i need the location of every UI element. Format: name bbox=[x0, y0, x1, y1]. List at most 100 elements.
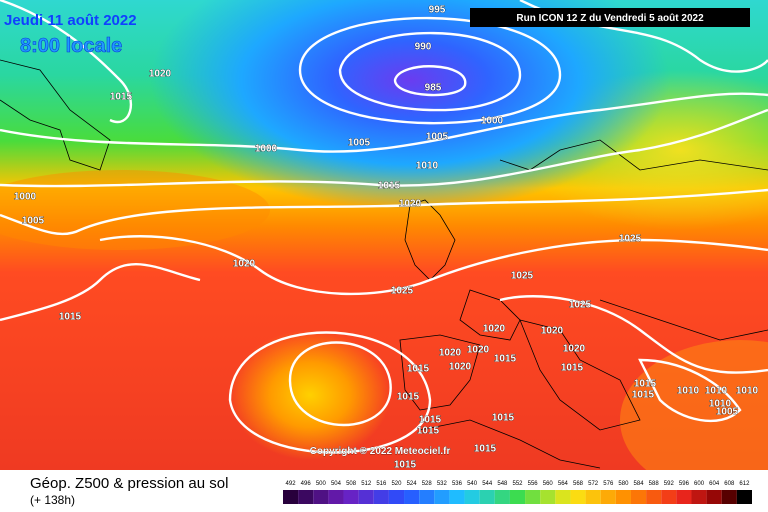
scale-swatch bbox=[525, 490, 541, 504]
scale-swatch bbox=[600, 490, 616, 504]
footer-title: Géop. Z500 & pression au sol bbox=[30, 475, 228, 492]
scale-label: 556 bbox=[528, 481, 539, 487]
isobar-label: 1020 bbox=[233, 259, 256, 270]
scale-swatch bbox=[646, 490, 662, 504]
scale-swatch bbox=[464, 490, 480, 504]
date: Jeudi 11 août 2022 bbox=[4, 12, 137, 29]
scale-swatch bbox=[691, 490, 707, 504]
scale-label: 608 bbox=[724, 481, 735, 487]
scale-label: 604 bbox=[709, 481, 720, 487]
isobar-label: 1025 bbox=[511, 271, 534, 282]
scale-swatch bbox=[676, 490, 692, 504]
isobar-label: 1015 bbox=[632, 390, 655, 401]
isobar-label: 985 bbox=[425, 83, 442, 94]
scale-swatch bbox=[388, 490, 405, 504]
isobar-label: 1025 bbox=[569, 300, 592, 311]
isobar-label: 1015 bbox=[417, 426, 440, 437]
isobar-label: 1015 bbox=[378, 181, 401, 192]
isobars bbox=[0, 0, 768, 453]
scale-swatch bbox=[358, 490, 374, 504]
scale-swatch bbox=[419, 490, 435, 504]
isobar-label: 1015 bbox=[561, 363, 584, 374]
scale-label: 544 bbox=[482, 481, 493, 487]
scale-label: 596 bbox=[679, 481, 690, 487]
isobar-label: 1015 bbox=[494, 354, 517, 365]
isobar-label: 1000 bbox=[255, 144, 278, 155]
isobar-label: 1020 bbox=[449, 362, 472, 373]
isobar-label: 1015 bbox=[492, 413, 515, 424]
header: Jeudi 11 août 2022 8:00 locale Run ICON … bbox=[4, 8, 750, 57]
map-field bbox=[0, 0, 768, 500]
scale-label: 496 bbox=[301, 481, 312, 487]
isobar-label: 1005 bbox=[426, 132, 449, 143]
scale-swatch bbox=[434, 490, 450, 504]
isobar-label: 1015 bbox=[419, 415, 442, 426]
scale-label: 564 bbox=[558, 481, 569, 487]
scale-swatch bbox=[736, 490, 752, 504]
scale-swatch bbox=[540, 490, 556, 504]
copyright: Copyright © 2022 Meteociel.fr bbox=[310, 446, 451, 457]
isobar-label: 990 bbox=[415, 42, 432, 53]
isobar-label: 1015 bbox=[407, 364, 430, 375]
isobar-label: 1020 bbox=[149, 69, 172, 80]
scale-label: 516 bbox=[376, 481, 387, 487]
footer-lead: (+ 138h) bbox=[30, 493, 75, 507]
scale-label: 600 bbox=[694, 481, 705, 487]
scale-swatch bbox=[298, 490, 314, 504]
isobar-label: 1000 bbox=[14, 192, 37, 203]
scale-swatch bbox=[449, 490, 465, 504]
scale-label: 500 bbox=[316, 481, 327, 487]
scale-label: 612 bbox=[739, 481, 750, 487]
isobar-label: 1010 bbox=[736, 386, 759, 397]
isobar-label: 1010 bbox=[709, 399, 732, 410]
scale-swatch bbox=[721, 490, 737, 504]
scale-swatch bbox=[343, 490, 359, 504]
isobar-label: 1015 bbox=[59, 312, 82, 323]
scale-label: 528 bbox=[422, 481, 433, 487]
scale-label: 588 bbox=[649, 481, 660, 487]
scale-label: 532 bbox=[437, 481, 448, 487]
isobar-label: 1000 bbox=[481, 116, 504, 127]
scale-swatch bbox=[313, 490, 329, 504]
scale-label: 504 bbox=[331, 481, 342, 487]
scale-label: 576 bbox=[603, 481, 614, 487]
run-box bbox=[470, 8, 750, 27]
isobar-label: 1010 bbox=[705, 386, 728, 397]
isobar-label: 1015 bbox=[397, 392, 420, 403]
isobar-label: 1005 bbox=[348, 138, 371, 149]
isobar-label: 1020 bbox=[483, 324, 506, 335]
isobar-label: 1015 bbox=[394, 460, 417, 471]
isobar-label: 1020 bbox=[439, 348, 462, 359]
color-scale: 492 496 500 504 508 512 516 520 524 528 532 536 540 5… bbox=[283, 481, 752, 504]
isobar-label: 1020 bbox=[399, 199, 422, 210]
isobar-label: 1020 bbox=[541, 326, 564, 337]
time: 8:00 locale bbox=[20, 35, 122, 57]
scale-swatch bbox=[630, 490, 647, 504]
isobar-label: 1020 bbox=[467, 345, 490, 356]
scale-swatch bbox=[479, 490, 495, 504]
scale-swatch bbox=[509, 490, 526, 504]
isobar-label: 1015 bbox=[474, 444, 497, 455]
run-info: Run ICON 12 Z du Vendredi 5 août 2022 bbox=[516, 13, 704, 24]
isobar-label: 1015 bbox=[110, 92, 133, 103]
isobar-label: 1025 bbox=[391, 286, 414, 297]
isobar-label: 1020 bbox=[563, 344, 586, 355]
scale-label: 508 bbox=[346, 481, 357, 487]
isobar-label: 1005 bbox=[716, 407, 739, 418]
isobar-labels: 995 990 985 1020 1015 1000 1005 1005 1000 1010 101… bbox=[14, 4, 759, 471]
scale-swatch bbox=[283, 490, 299, 504]
scale-label: 572 bbox=[588, 481, 599, 487]
scale-swatch bbox=[404, 490, 420, 504]
scale-swatch bbox=[615, 490, 631, 504]
scale-swatch bbox=[661, 490, 677, 504]
scale-label: 540 bbox=[467, 481, 478, 487]
scale-label: 584 bbox=[634, 481, 645, 487]
scale-label: 592 bbox=[664, 481, 675, 487]
scale-label: 536 bbox=[452, 481, 463, 487]
isobar-label: 995 bbox=[429, 5, 446, 16]
scale-label: 520 bbox=[391, 481, 402, 487]
scale-label: 548 bbox=[497, 481, 508, 487]
scale-label: 580 bbox=[618, 481, 629, 487]
isobar-label: 1005 bbox=[22, 216, 45, 227]
scale-swatch bbox=[555, 490, 571, 504]
